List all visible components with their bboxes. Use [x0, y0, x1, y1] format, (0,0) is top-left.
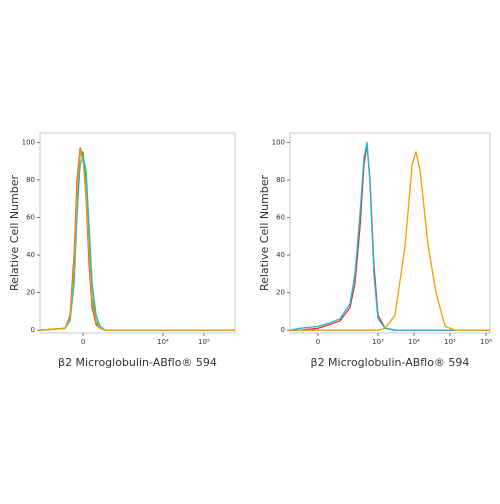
x-tick-label: 10⁵ — [444, 338, 456, 346]
y-tick-label: 40 — [276, 251, 285, 259]
y-tick-label: 0 — [31, 326, 35, 334]
y-axis-label: Relative Cell Number — [8, 174, 21, 291]
series-line — [290, 143, 490, 331]
y-tick-label: 0 — [281, 326, 285, 334]
y-tick-label: 80 — [26, 176, 35, 184]
series-line — [289, 141, 490, 331]
x-tick-label: 0 — [81, 338, 85, 346]
x-tick-label: 10⁵ — [198, 338, 210, 346]
series-line — [290, 151, 490, 331]
x-tick-label: 10³ — [372, 338, 384, 346]
x-tick-label: 10⁶ — [480, 338, 492, 346]
series-line — [39, 154, 235, 331]
x-axis-label: β2 Microglobulin-ABflo® 594 — [58, 356, 217, 369]
series-line — [39, 149, 235, 331]
y-tick-label: 60 — [276, 214, 285, 222]
x-tick-label: 0 — [316, 338, 320, 346]
y-tick-label: 40 — [26, 251, 35, 259]
x-axis-label: β2 Microglobulin-ABflo® 594 — [311, 356, 470, 369]
y-tick-label: 80 — [276, 176, 285, 184]
series-line — [39, 147, 235, 331]
x-tick-label: 10⁴ — [408, 338, 420, 346]
y-tick-label: 60 — [26, 214, 35, 222]
y-tick-label: 100 — [272, 138, 285, 146]
series-line — [39, 151, 235, 331]
x-tick-label: 10⁴ — [157, 338, 169, 346]
y-tick-label: 20 — [276, 289, 285, 297]
plot-frame — [39, 132, 236, 334]
y-tick-label: 20 — [26, 289, 35, 297]
plot-frame — [289, 132, 491, 334]
y-axis-label: Relative Cell Number — [258, 174, 271, 291]
y-tick-label: 100 — [22, 138, 35, 146]
